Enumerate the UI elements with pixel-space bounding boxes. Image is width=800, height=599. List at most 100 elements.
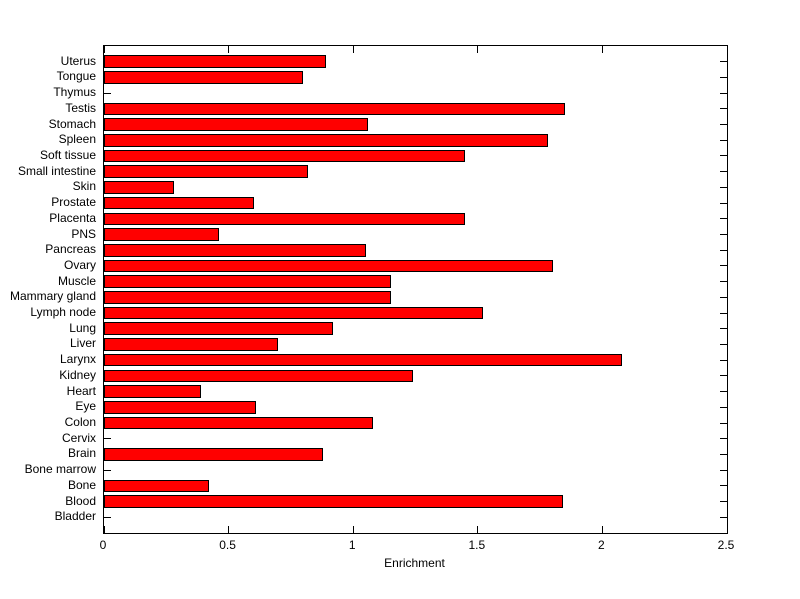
y-tick-right-lymph-node	[720, 312, 727, 314]
y-label-spleen: Spleen	[58, 132, 96, 147]
y-label-bladder: Bladder	[54, 509, 96, 524]
bar-tongue	[104, 71, 304, 84]
y-tick-left-cervix	[104, 438, 111, 440]
y-label-pancreas: Pancreas	[45, 242, 96, 257]
y-tick-right-bone	[720, 485, 727, 487]
bar-brain	[104, 448, 324, 461]
y-label-blood: Blood	[65, 493, 96, 508]
y-label-thymus: Thymus	[53, 85, 96, 100]
bar-kidney	[104, 369, 413, 383]
y-tick-right-pns	[720, 234, 727, 236]
x-tick-bottom-2	[601, 526, 603, 533]
bar-colon	[104, 416, 374, 430]
bar-mammary-gland	[104, 291, 391, 304]
bar-liver	[104, 338, 279, 351]
y-tick-right-ovary	[720, 265, 727, 267]
y-tick-right-bladder	[720, 516, 727, 518]
y-label-stomach: Stomach	[48, 116, 96, 131]
y-tick-right-prostate	[720, 202, 727, 204]
y-tick-right-mammary-gland	[720, 296, 727, 298]
x-tick-top-2.5	[726, 46, 728, 53]
x-tick-top-0.5	[228, 46, 230, 53]
y-label-cervix: Cervix	[61, 430, 96, 445]
x-tick-label-0.5: 0.5	[219, 538, 236, 552]
bar-pancreas	[104, 243, 366, 257]
y-tick-right-liver	[720, 343, 727, 345]
y-label-bone: Bone	[67, 477, 96, 492]
y-label-testis: Testis	[65, 100, 96, 115]
y-tick-right-small-intestine	[720, 171, 727, 173]
y-tick-right-kidney	[720, 375, 727, 377]
y-label-colon: Colon	[64, 415, 96, 430]
y-tick-right-larynx	[720, 359, 727, 361]
x-tick-top-2	[601, 46, 603, 53]
bar-lymph-node	[104, 306, 483, 320]
y-tick-right-cervix	[720, 438, 727, 440]
bar-bone	[104, 479, 209, 493]
y-axis-labels: Uterus Tongue Thymus Testis Stomach Spleen Sof…	[0, 45, 103, 532]
bar-larynx	[104, 353, 623, 367]
y-tick-right-skin	[720, 186, 727, 188]
y-label-kidney: Kidney	[59, 367, 96, 382]
bar-ovary	[104, 259, 553, 273]
x-tick-bottom-2.5	[726, 526, 728, 533]
y-label-muscle: Muscle	[57, 273, 96, 288]
y-tick-right-thymus	[720, 92, 727, 94]
y-tick-right-soft-tissue	[720, 155, 727, 157]
y-label-liver: Liver	[69, 336, 96, 351]
y-tick-right-tongue	[720, 76, 727, 78]
y-tick-right-uterus	[720, 61, 727, 63]
y-label-mammary-gland: Mammary gland	[9, 289, 96, 304]
y-tick-right-lung	[720, 328, 727, 330]
y-tick-right-eye	[720, 406, 727, 408]
plot-area	[103, 45, 728, 534]
bar-muscle	[104, 275, 391, 288]
y-tick-right-muscle	[720, 281, 727, 283]
y-tick-right-colon	[720, 422, 727, 424]
x-tick-label-2.5: 2.5	[717, 538, 735, 552]
y-label-pns: PNS	[71, 226, 96, 241]
x-tick-label-1: 1	[348, 538, 356, 552]
y-label-uterus: Uterus	[60, 53, 96, 68]
y-label-placenta: Placenta	[49, 210, 96, 225]
y-label-tongue: Tongue	[56, 69, 96, 84]
x-tick-top-1	[352, 46, 354, 53]
y-tick-right-blood	[720, 501, 727, 503]
y-tick-right-testis	[720, 108, 727, 110]
x-tick-top-0	[103, 46, 105, 53]
bar-small-intestine	[104, 165, 309, 178]
bar-stomach	[104, 118, 369, 131]
y-label-larynx: Larynx	[59, 352, 96, 367]
bar-spleen	[104, 133, 548, 147]
bar-prostate	[104, 196, 254, 210]
bar-lung	[104, 322, 334, 336]
y-label-small-intestine: Small intestine	[17, 163, 96, 178]
bar-testis	[104, 102, 566, 116]
y-label-soft-tissue: Soft tissue	[39, 147, 96, 162]
x-axis-title: Enrichment	[384, 556, 445, 570]
y-tick-right-brain	[720, 453, 727, 455]
y-label-eye: Eye	[75, 399, 96, 414]
y-tick-left-thymus	[104, 92, 111, 94]
x-tick-bottom-0	[103, 526, 105, 533]
y-tick-right-placenta	[720, 218, 727, 220]
y-label-brain: Brain	[67, 446, 96, 461]
y-tick-right-stomach	[720, 124, 727, 126]
y-tick-right-pancreas	[720, 249, 727, 251]
y-label-lung: Lung	[69, 320, 96, 335]
x-tick-bottom-0.5	[228, 526, 230, 533]
y-tick-right-spleen	[720, 139, 727, 141]
x-tick-top-1.5	[477, 46, 479, 53]
bar-soft-tissue	[104, 149, 466, 163]
y-label-bone-marrow: Bone marrow	[24, 462, 96, 477]
y-label-lymph-node: Lymph node	[30, 305, 96, 320]
x-axis-tick-labels: 0 0.5 1 1.5 2 2.5	[100, 538, 735, 554]
bar-pns	[104, 228, 219, 241]
y-tick-left-bone-marrow	[104, 469, 111, 471]
bar-heart	[104, 385, 202, 398]
x-tick-bottom-1	[352, 526, 354, 533]
x-tick-label-2: 2	[598, 538, 605, 552]
y-label-skin: Skin	[72, 179, 96, 194]
bar-skin	[104, 181, 174, 194]
